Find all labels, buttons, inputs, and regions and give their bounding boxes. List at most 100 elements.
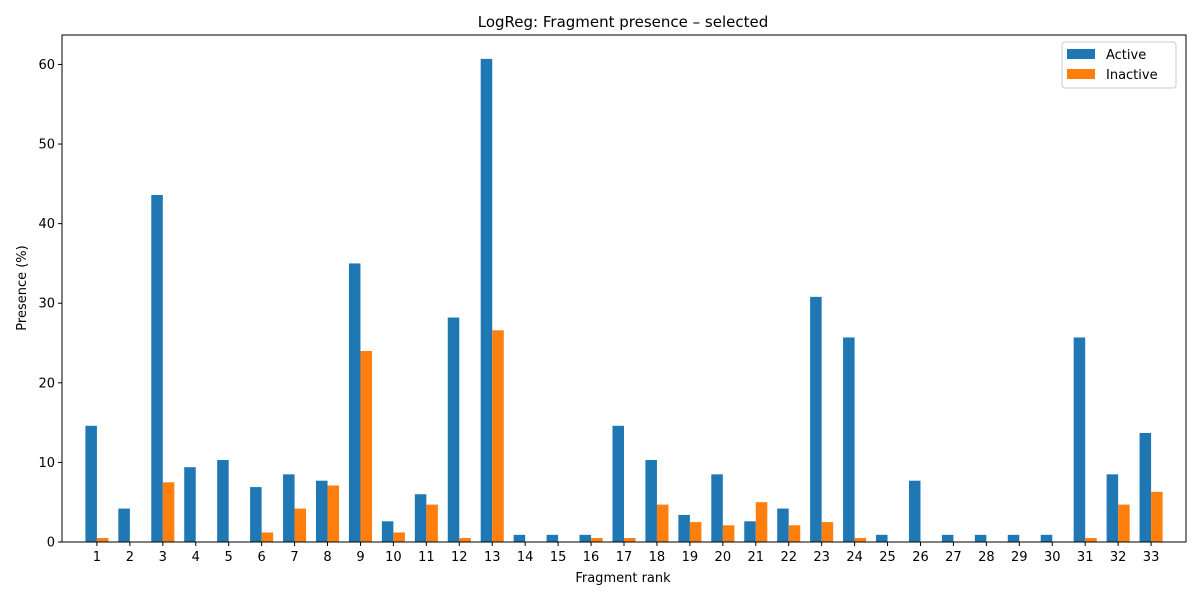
legend-swatch-active: [1067, 49, 1095, 59]
bar-active-17: [612, 425, 624, 542]
y-axis-label: Presence (%): [15, 245, 30, 330]
bar-inactive-21: [755, 502, 768, 542]
bar-active-29: [1007, 534, 1020, 542]
x-tick-label: 13: [484, 550, 501, 565]
bar-inactive-18: [656, 504, 669, 542]
bar-inactive-20: [722, 525, 735, 542]
bar-active-13: [480, 58, 493, 542]
bar-active-21: [744, 521, 756, 542]
x-tick-label: 2: [126, 550, 134, 565]
x-tick-label: 28: [978, 550, 995, 565]
x-tick-label: 12: [451, 550, 468, 565]
y-tick-label: 40: [38, 217, 55, 232]
x-tick-label: 15: [550, 550, 567, 565]
bar-inactive-10: [393, 532, 405, 542]
bar-active-27: [941, 534, 954, 542]
bar-inactive-8: [327, 485, 340, 542]
bar-active-25: [876, 534, 888, 542]
bar-inactive-19: [689, 522, 702, 542]
x-tick-label: 26: [912, 550, 929, 565]
bar-active-23: [810, 296, 822, 542]
bar-active-26: [908, 480, 921, 542]
bar-active-18: [645, 460, 657, 542]
x-tick-label: 19: [682, 550, 699, 565]
legend-label-active: Active: [1106, 48, 1146, 63]
x-tick-label: 11: [418, 550, 435, 565]
bar-active-1: [85, 425, 97, 542]
bar-inactive-17: [624, 538, 636, 542]
legend-label-inactive: Inactive: [1106, 68, 1158, 83]
bar-inactive-24: [854, 538, 867, 542]
bar-inactive-12: [459, 538, 471, 542]
bar-active-32: [1106, 474, 1119, 542]
bar-inactive-23: [821, 522, 834, 542]
x-tick-label: 8: [323, 550, 331, 565]
x-tick-label: 27: [945, 550, 962, 565]
bar-inactive-9: [360, 350, 372, 542]
x-tick-label: 5: [225, 550, 233, 565]
bar-inactive-33: [1151, 491, 1163, 542]
x-tick-label: 25: [879, 550, 896, 565]
x-tick-label: 3: [159, 550, 167, 565]
y-tick-label: 20: [38, 376, 55, 391]
x-tick-label: 9: [356, 550, 364, 565]
bar-active-4: [184, 467, 196, 542]
bar-active-20: [711, 474, 723, 542]
x-tick-label: 24: [846, 550, 863, 565]
bar-active-6: [250, 487, 262, 542]
bar-active-7: [283, 474, 295, 542]
bar-inactive-31: [1085, 538, 1097, 542]
x-tick-label: 22: [780, 550, 797, 565]
chart-title: LogReg: Fragment presence – selected: [478, 13, 769, 31]
y-tick-label: 60: [38, 58, 55, 73]
bar-inactive-13: [492, 330, 504, 542]
bar-active-12: [447, 317, 460, 542]
x-tick-label: 33: [1143, 550, 1160, 565]
x-axis-label: Fragment rank: [575, 571, 671, 586]
bar-active-30: [1040, 534, 1053, 542]
bar-active-14: [513, 534, 526, 542]
x-tick-label: 10: [385, 550, 402, 565]
bar-inactive-32: [1118, 504, 1130, 542]
bar-active-3: [151, 194, 163, 542]
x-tick-label: 17: [616, 550, 633, 565]
x-tick-label: 31: [1077, 550, 1094, 565]
plot-frame: [61, 34, 1187, 543]
bar-inactive-11: [426, 504, 438, 542]
x-tick-label: 32: [1110, 550, 1127, 565]
bar-inactive-6: [261, 532, 274, 542]
y-tick-label: 30: [38, 297, 55, 312]
bar-active-22: [777, 508, 789, 542]
x-tick-label: 14: [517, 550, 534, 565]
x-tick-label: 20: [715, 550, 732, 565]
bar-inactive-1: [96, 538, 109, 542]
y-tick-label: 0: [47, 536, 55, 551]
bar-active-16: [579, 534, 592, 542]
x-tick-label: 16: [583, 550, 600, 565]
x-tick-label: 6: [257, 550, 265, 565]
bar-active-33: [1139, 432, 1152, 542]
bar-active-15: [546, 534, 559, 542]
bar-inactive-22: [788, 525, 801, 542]
legend: Active Inactive: [1061, 41, 1177, 89]
bar-inactive-3: [162, 482, 175, 542]
x-tick-label: 1: [93, 550, 101, 565]
x-tick-label: 4: [192, 550, 200, 565]
bar-active-24: [843, 337, 855, 542]
x-tick-label: 29: [1011, 550, 1028, 565]
x-tick-label: 23: [813, 550, 830, 565]
bar-active-5: [217, 460, 229, 542]
x-tick-label: 7: [290, 550, 298, 565]
bar-active-28: [974, 534, 987, 542]
x-tick-label: 21: [747, 550, 764, 565]
legend-swatch-inactive: [1067, 69, 1095, 79]
bar-active-10: [381, 521, 394, 542]
bar-active-11: [414, 494, 427, 542]
y-tick-label: 50: [38, 138, 55, 153]
bar-active-31: [1073, 337, 1086, 542]
y-tick-label: 10: [38, 456, 55, 471]
bar-inactive-7: [294, 508, 307, 542]
x-tick-label: 30: [1044, 550, 1061, 565]
